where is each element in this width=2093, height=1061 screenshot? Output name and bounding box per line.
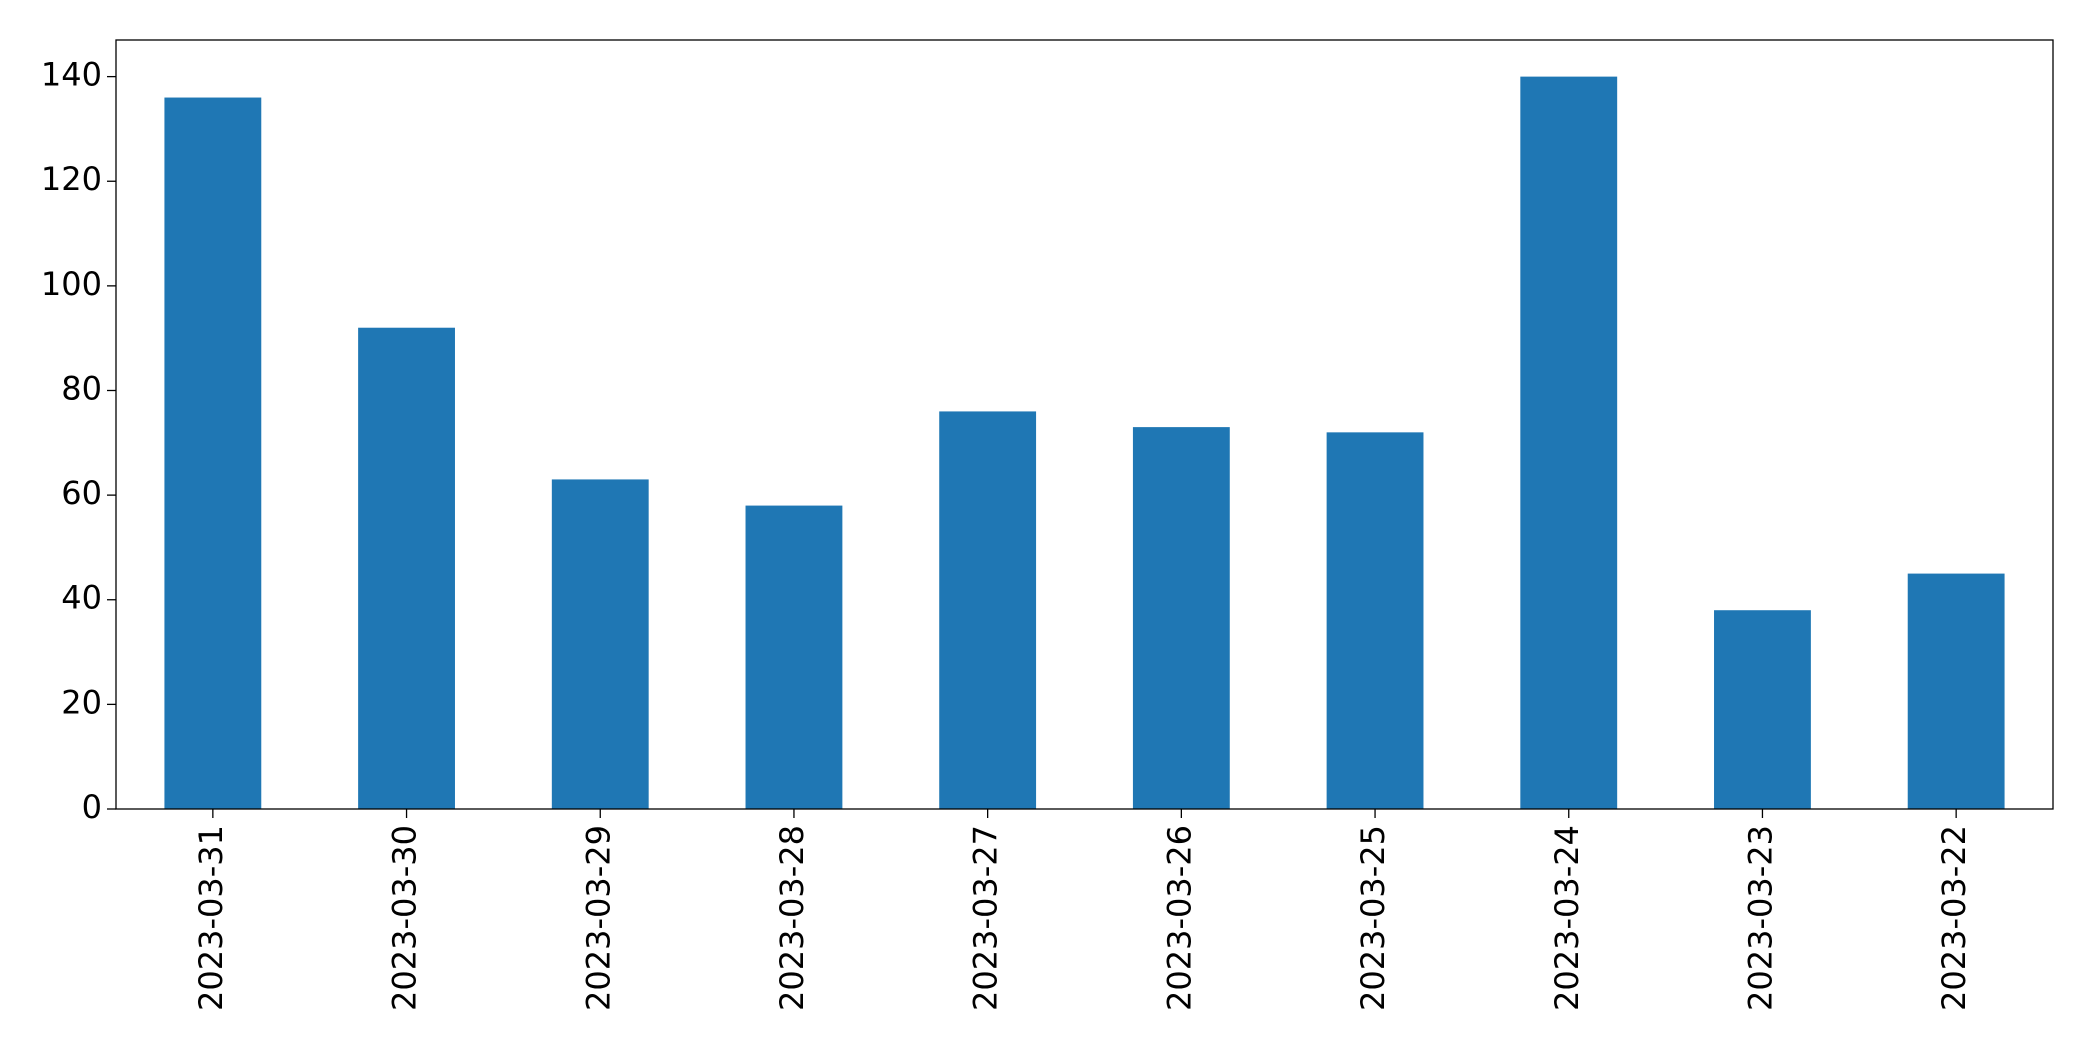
- plot-frame: [115, 39, 2054, 810]
- bar: [1907, 573, 2005, 809]
- y-tick-label: 80: [61, 369, 102, 407]
- bar: [1326, 432, 1424, 809]
- x-tick-label: 2023-03-26: [1160, 825, 1198, 1011]
- x-tick-label: 2023-03-31: [192, 825, 230, 1011]
- y-tick-label: 40: [61, 579, 102, 617]
- x-tick-label: 2023-03-24: [1548, 825, 1586, 1011]
- y-tick-label: 0: [82, 788, 102, 826]
- x-tick-label: 2023-03-23: [1741, 825, 1779, 1011]
- x-tick-label: 2023-03-30: [386, 825, 424, 1011]
- x-tick-label: 2023-03-27: [967, 825, 1005, 1011]
- x-tick-label: 2023-03-28: [773, 825, 811, 1011]
- bar: [939, 411, 1037, 809]
- x-tick-label: 2023-03-22: [1935, 825, 1973, 1011]
- x-tick-label: 2023-03-29: [579, 825, 617, 1011]
- bar: [358, 327, 455, 809]
- y-tick-label: 120: [41, 160, 102, 198]
- bar: [745, 505, 843, 809]
- y-tick-label: 140: [41, 56, 102, 94]
- y-tick-label: 100: [41, 265, 102, 303]
- x-tick-label: 2023-03-25: [1354, 825, 1392, 1011]
- bar: [1132, 427, 1230, 809]
- y-tick-label: 20: [61, 683, 102, 721]
- bar: [1520, 76, 1618, 810]
- bar: [164, 97, 262, 810]
- bar: [551, 479, 649, 809]
- bar: [1714, 610, 1811, 809]
- y-tick-label: 60: [61, 474, 102, 512]
